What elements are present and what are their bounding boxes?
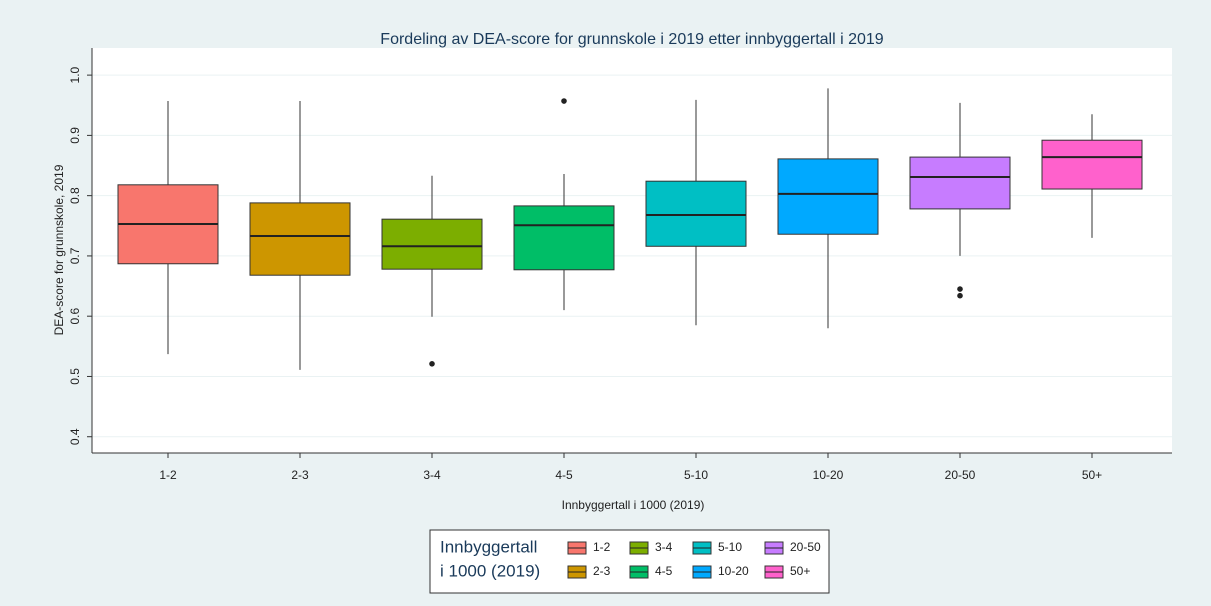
box xyxy=(1041,139,1143,190)
box xyxy=(909,156,1011,210)
x-tick-label: 1-2 xyxy=(159,468,177,482)
box xyxy=(249,202,351,276)
legend-label: 50+ xyxy=(790,564,810,578)
x-tick-label: 50+ xyxy=(1082,468,1102,482)
y-axis-label: DEA-score for grunnskole, 2019 xyxy=(52,164,66,335)
outlier xyxy=(561,98,567,104)
outlier xyxy=(429,361,435,367)
outlier xyxy=(957,292,963,299)
x-tick-label: 10-20 xyxy=(813,468,844,482)
x-tick-label: 20-50 xyxy=(945,468,976,482)
legend-label: 1-2 xyxy=(593,540,611,554)
y-tick-label: 0.5 xyxy=(68,368,82,385)
box xyxy=(513,205,615,271)
y-tick-label: 0.4 xyxy=(68,428,82,445)
box xyxy=(381,218,483,270)
legend-label: 5-10 xyxy=(718,540,742,554)
legend xyxy=(429,529,830,594)
y-tick-label: 1.0 xyxy=(68,66,82,83)
y-tick-label: 0.7 xyxy=(68,247,82,264)
y-tick-label: 0.6 xyxy=(68,308,82,325)
chart-title: Fordeling av DEA-score for grunnskole i … xyxy=(380,31,883,48)
x-tick-label: 4-5 xyxy=(555,468,573,482)
x-tick-label: 3-4 xyxy=(423,468,441,482)
x-tick-label: 2-3 xyxy=(291,468,309,482)
y-tick-label: 0.9 xyxy=(68,127,82,144)
legend-label: 10-20 xyxy=(718,564,749,578)
y-tick-label: 0.8 xyxy=(68,187,82,204)
box xyxy=(777,158,879,235)
legend-title: i 1000 (2019) xyxy=(440,561,540,580)
x-tick-label: 5-10 xyxy=(684,468,708,482)
legend-label: 20-50 xyxy=(790,540,821,554)
box xyxy=(645,180,747,247)
outlier xyxy=(957,286,963,292)
legend-label: 3-4 xyxy=(655,540,673,554)
legend-label: 4-5 xyxy=(655,564,673,578)
legend-label: 2-3 xyxy=(593,564,611,578)
x-axis-label: Innbyggertall i 1000 (2019) xyxy=(562,498,705,512)
legend-title: Innbyggertall xyxy=(440,537,537,556)
